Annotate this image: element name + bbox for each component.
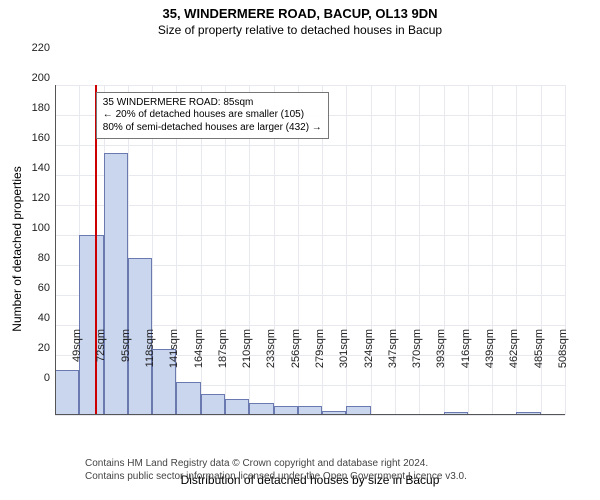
histogram-bar xyxy=(79,235,103,415)
x-tick-label: 439sqm xyxy=(484,329,496,384)
x-tick-label: 118sqm xyxy=(144,329,156,384)
gridline xyxy=(55,145,565,146)
x-tick-label: 324sqm xyxy=(363,329,375,384)
gridline xyxy=(55,205,565,206)
y-tick-label: 100 xyxy=(20,222,50,234)
x-tick-label: 462sqm xyxy=(508,329,520,384)
y-tick-label: 20 xyxy=(20,342,50,354)
x-tick-label: 72sqm xyxy=(95,329,107,384)
x-tick-label: 347sqm xyxy=(387,329,399,384)
annotation-line: 80% of semi-detached houses are larger (… xyxy=(103,122,322,135)
y-tick-label: 180 xyxy=(20,102,50,114)
histogram-bar xyxy=(176,382,200,415)
y-tick-label: 0 xyxy=(20,372,50,384)
x-tick-label: 141sqm xyxy=(168,329,180,384)
footer-line-2: Contains public sector information licen… xyxy=(85,471,467,484)
x-tick-label: 485sqm xyxy=(533,329,545,384)
annotation-line: 35 WINDERMERE ROAD: 85sqm xyxy=(103,97,322,110)
y-tick-label: 40 xyxy=(20,312,50,324)
x-tick-label: 210sqm xyxy=(241,329,253,384)
gridline xyxy=(55,175,565,176)
histogram-bar xyxy=(201,394,225,415)
x-tick-label: 187sqm xyxy=(217,329,229,384)
x-tick-label: 370sqm xyxy=(411,329,423,384)
footer-attribution: Contains HM Land Registry data © Crown c… xyxy=(85,458,467,483)
y-axis-line xyxy=(55,85,56,415)
y-tick-label: 220 xyxy=(20,42,50,54)
x-tick-label: 279sqm xyxy=(314,329,326,384)
footer-line-1: Contains HM Land Registry data © Crown c… xyxy=(85,458,467,471)
gridline xyxy=(55,415,565,416)
x-tick-label: 301sqm xyxy=(338,329,350,384)
y-tick-label: 140 xyxy=(20,162,50,174)
gridline xyxy=(55,235,565,236)
x-tick-label: 233sqm xyxy=(265,329,277,384)
annotation-line: ← 20% of detached houses are smaller (10… xyxy=(103,109,322,122)
x-tick-label: 508sqm xyxy=(557,329,569,384)
x-tick-label: 49sqm xyxy=(71,329,83,384)
y-tick-label: 200 xyxy=(20,72,50,84)
x-tick-label: 256sqm xyxy=(290,329,302,384)
y-tick-label: 80 xyxy=(20,252,50,264)
chart-subtitle: Size of property relative to detached ho… xyxy=(0,21,600,37)
y-tick-label: 120 xyxy=(20,192,50,204)
chart-title: 35, WINDERMERE ROAD, BACUP, OL13 9DN xyxy=(0,0,600,21)
x-axis-line xyxy=(55,414,565,415)
x-tick-label: 164sqm xyxy=(193,329,205,384)
histogram-bar xyxy=(225,399,249,416)
y-tick-label: 160 xyxy=(20,132,50,144)
x-tick-label: 416sqm xyxy=(460,329,472,384)
y-tick-label: 60 xyxy=(20,282,50,294)
annotation-box: 35 WINDERMERE ROAD: 85sqm← 20% of detach… xyxy=(96,92,329,140)
x-tick-label: 393sqm xyxy=(435,329,447,384)
gridline xyxy=(55,85,565,86)
x-tick-label: 95sqm xyxy=(120,329,132,384)
